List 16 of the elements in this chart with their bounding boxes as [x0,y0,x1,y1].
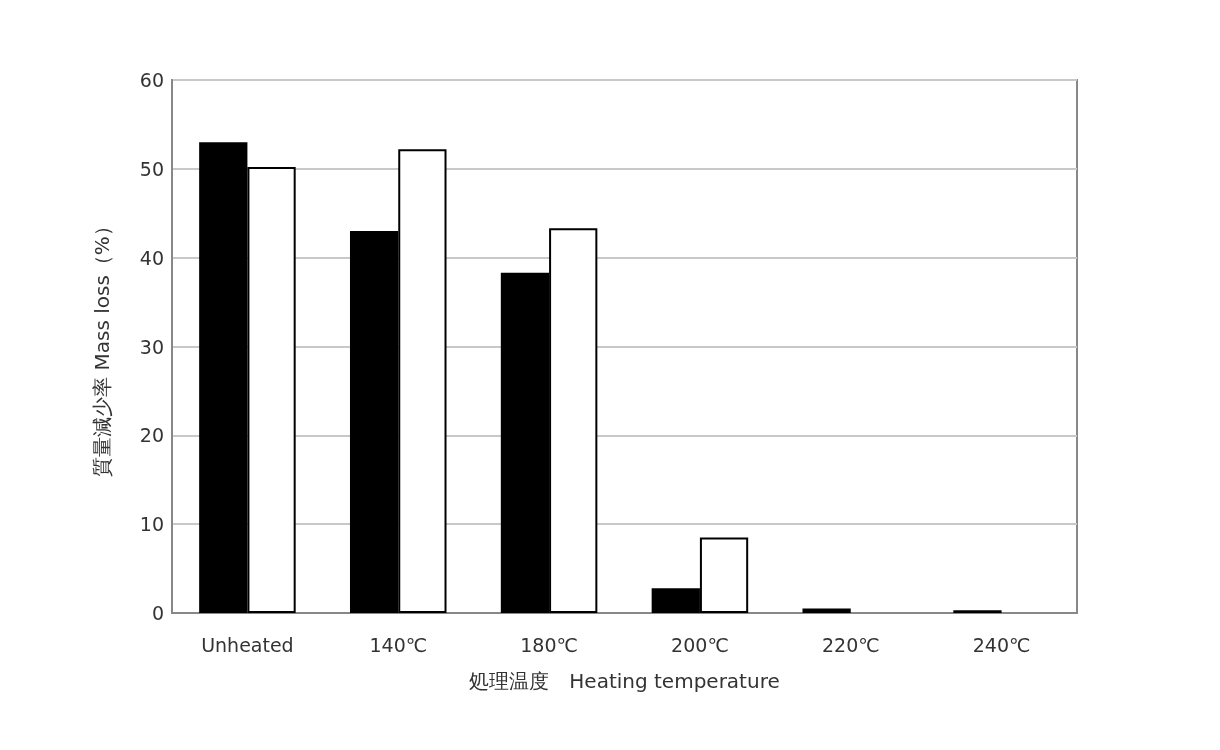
x-tick-label: 200℃ [671,633,729,656]
y-tick-label: 10 [139,513,164,536]
x-tick-label: Unheated [201,633,294,656]
bar [802,608,851,613]
x-tick-label: 140℃ [369,633,428,656]
y-tick-label: 40 [139,246,164,269]
y-tick-label: 20 [139,424,164,447]
x-tick-label: 240℃ [972,633,1031,656]
y-tick-label: 0 [151,602,164,624]
y-tick-label: 60 [139,69,164,91]
x-axis-title: 処理温度 Heating temperature [469,669,780,693]
y-tick-label: 50 [139,157,164,180]
y-axis-title: 質量減少率 Mass loss（%） [90,216,114,477]
x-tick-label: 180℃ [520,633,578,656]
y-tick-label: 30 [139,335,164,358]
x-tick-label: 220℃ [821,633,880,656]
